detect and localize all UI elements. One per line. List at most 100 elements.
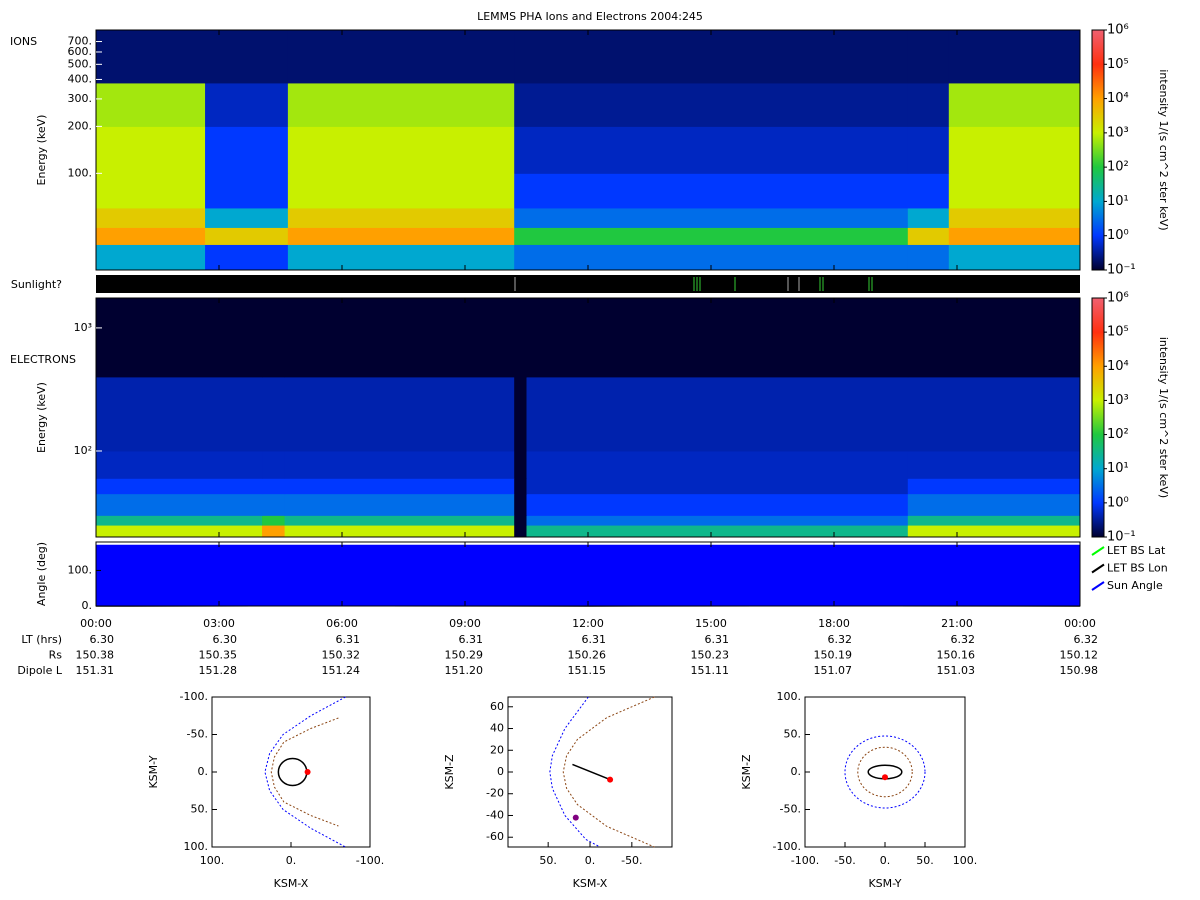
heatmap-cell [96, 82, 206, 127]
heatmap-cell [514, 525, 527, 538]
x-axis-label: KSM-Y [868, 877, 901, 890]
ephemeris-value: 150.12 [1060, 649, 1099, 662]
heatmap-cell [284, 298, 515, 378]
ephemeris-label: LT (hrs) [21, 633, 62, 646]
y-tick-label: 100. [184, 840, 209, 853]
ephemeris-value: 150.35 [199, 649, 238, 662]
x-tick-label: 50. [539, 854, 557, 867]
ephemeris-value: 151.03 [937, 664, 976, 677]
heatmap-cell [514, 376, 527, 452]
heatmap-cell [514, 450, 527, 479]
heatmap-cell [287, 30, 515, 84]
heatmap-cell [284, 525, 515, 538]
heatmap-cell [96, 376, 263, 452]
spacecraft-point [572, 814, 579, 821]
ephemeris-value: 151.20 [445, 664, 484, 677]
colorbar-tick-label: 10³ [1107, 125, 1129, 140]
heatmap-cell [262, 525, 286, 538]
ephemeris-value: 151.24 [322, 664, 361, 677]
y-tick-label: 40 [490, 722, 504, 735]
ephemeris-value: 150.23 [691, 649, 730, 662]
ephemeris-value: 151.11 [691, 664, 730, 677]
heatmap-cell [907, 515, 1081, 526]
ephemeris-value: 6.31 [336, 633, 361, 646]
heatmap-cell [907, 207, 950, 228]
y-tick-label: 100. [68, 563, 93, 576]
orbit-ellipse [844, 735, 926, 809]
x-axis-label: KSM-X [573, 877, 608, 890]
heatmap-cell [907, 493, 1081, 516]
y-tick-label: 0. [82, 599, 93, 612]
y-tick-label: -100. [773, 840, 801, 853]
legend-label: LET BS Lat [1107, 544, 1166, 557]
heatmap-cell [96, 126, 206, 174]
heatmap-cell [907, 525, 1081, 538]
y-tick-label: 50. [784, 728, 802, 741]
heatmap-cell [284, 478, 515, 495]
y-tick-label: 100. [777, 690, 802, 703]
heatmap-cell [514, 493, 527, 516]
colorbar-tick-label: 10⁵ [1107, 325, 1129, 340]
x-tick-label: -50. [621, 854, 642, 867]
heatmap-cell [907, 478, 1081, 495]
sunlight-bar [96, 275, 1080, 293]
y-tick-label: 600. [68, 45, 93, 58]
heatmap-cell [287, 227, 515, 245]
x-tick-label: -100. [356, 854, 384, 867]
colorbar-tick-label: 10² [1107, 427, 1129, 442]
ephemeris-value: 6.30 [90, 633, 115, 646]
heatmap-cell [205, 207, 289, 228]
colorbar [1091, 29, 1105, 271]
heatmap-cell [526, 515, 909, 526]
heatmap-cell [948, 82, 1081, 127]
colorbar-tick-label: 10⁻¹ [1107, 530, 1136, 545]
x-tick-label: -50. [834, 854, 855, 867]
panel-label: IONS [10, 35, 37, 48]
heatmap-cell [907, 376, 1081, 452]
ephemeris-value: 150.19 [814, 649, 853, 662]
heatmap-cell [526, 478, 909, 495]
colorbar-tick-label: 10⁴ [1107, 359, 1129, 374]
y-axis-label: Energy (keV) [35, 115, 48, 186]
heatmap-cell [205, 30, 289, 84]
y-tick-label: 10² [74, 444, 92, 457]
heatmap-cell [96, 450, 263, 479]
x-tick-label: 50. [916, 854, 934, 867]
x-tick-label: 21:00 [941, 617, 973, 630]
heatmap-cell [948, 30, 1081, 84]
heatmap-cell [262, 450, 286, 479]
heatmap-cell [96, 478, 263, 495]
x-axis-label: KSM-X [274, 877, 309, 890]
ephemeris-label: Rs [49, 649, 63, 662]
heatmap-cell [514, 298, 527, 378]
heatmap-cell [948, 207, 1081, 228]
heatmap-cell [287, 207, 515, 228]
ephemeris-value: 150.26 [568, 649, 607, 662]
heatmap-cell [284, 493, 515, 516]
colorbar-tick-label: 10² [1107, 160, 1129, 175]
y-axis-label: KSM-Y [147, 755, 160, 788]
y-tick-label: 0 [497, 765, 504, 778]
colorbar-tick-label: 10¹ [1107, 194, 1129, 209]
heatmap-cell [262, 493, 286, 516]
heatmap-cell [526, 450, 909, 479]
heatmap-cell [96, 493, 263, 516]
ephemeris-value: 150.38 [76, 649, 115, 662]
boundary-curve [572, 763, 611, 781]
y-tick-label: 300. [68, 92, 93, 105]
heatmap-cell [287, 244, 515, 271]
heatmap-cell [514, 173, 909, 209]
y-tick-label: 700. [68, 35, 93, 48]
heatmap-cell [96, 244, 206, 271]
x-tick-label: 100. [200, 854, 225, 867]
colorbar-tick-label: 10⁰ [1107, 228, 1129, 243]
heatmap-cell [96, 298, 263, 378]
spacecraft-point [882, 774, 888, 781]
legend-swatch [1091, 563, 1105, 574]
ephemeris-value: 6.31 [582, 633, 607, 646]
boundary-curve [562, 696, 655, 848]
ephemeris-value: 150.16 [937, 649, 976, 662]
heatmap-cell [514, 82, 909, 127]
heatmap-cell [287, 173, 515, 209]
